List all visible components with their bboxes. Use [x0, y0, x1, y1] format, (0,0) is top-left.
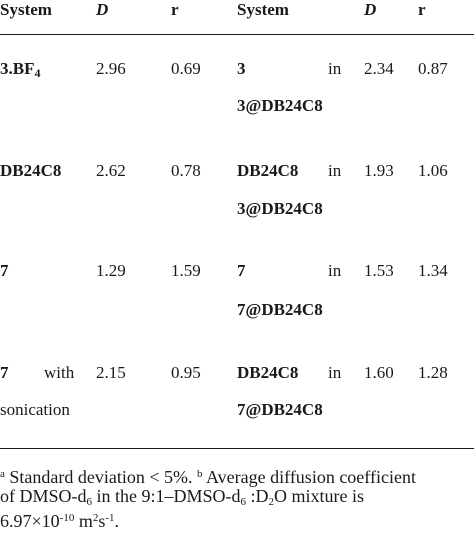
table-row-3-system-right-in: in: [328, 261, 342, 280]
header-system-right: System: [237, 0, 289, 19]
footnote-line-1: a Standard deviation < 5%. b Average dif…: [0, 464, 416, 489]
header-d-right: D: [364, 0, 377, 19]
table-row-2-d-left: 2.62: [96, 161, 126, 180]
table-row-1-d-left: 2.96: [96, 59, 126, 78]
header-r-left: r: [171, 0, 179, 19]
table-row-3-system-right-line2: 7@DB24C8: [237, 300, 323, 319]
footnote-line-3: 6.97×10-10 m2s-1.: [0, 511, 120, 531]
table-row-1-system-left: 3.BF4: [0, 59, 41, 80]
header-rule: [0, 34, 474, 35]
table-row-3-system-left: 7: [0, 261, 9, 280]
table-row-4-system-left-with: with: [44, 363, 75, 382]
table-row-2-system-right-in: in: [328, 161, 342, 180]
footnote-b-text: Average diffusion coefficient: [202, 467, 416, 487]
table-row-2-system-right-line2: 3@DB24C8: [237, 199, 323, 218]
table-row-4-system-right-line2: 7@DB24C8: [237, 400, 323, 419]
table-row-2-system-right-a: DB24C8: [237, 161, 299, 180]
table-row-1-system-right-line2: 3@DB24C8: [237, 96, 323, 115]
footnote-line-2: of DMSO-d6 in the 9:1–DMSO-d6 :D2O mixtu…: [0, 486, 365, 508]
table-row-3-d-right: 1.53: [364, 261, 394, 280]
table-row-3-system-right-a: 7: [237, 261, 246, 280]
header-system-left: System: [0, 0, 52, 19]
table-row-3-r-right: 1.34: [418, 261, 448, 280]
table-row-4-system-right-a: DB24C8: [237, 363, 299, 382]
table-row-4-r-left: 0.95: [171, 363, 201, 382]
table-bottom-rule: [0, 448, 474, 449]
table-row-4-system-right-in: in: [328, 363, 342, 382]
footnote: a Standard deviation < 5%. b Average dif…: [0, 464, 474, 539]
table-row-4-d-left: 2.15: [96, 363, 126, 382]
header-d-left: D: [96, 0, 109, 19]
table-row-1-system-right-in: in: [328, 59, 342, 78]
footnote-a-text: Standard deviation < 5%.: [4, 467, 198, 487]
table-row-2-d-right: 1.93: [364, 161, 394, 180]
table-row-4-d-right: 1.60: [364, 363, 394, 382]
table-row-2-r-right: 1.06: [418, 161, 448, 180]
table-row-4-system-left-line2: sonication: [0, 400, 70, 419]
table-row-1-r-left: 0.69: [171, 59, 201, 78]
footnote-b-mark: b: [197, 468, 203, 480]
table-row-3-d-left: 1.29: [96, 261, 126, 280]
table-row-2-system-left: DB24C8: [0, 161, 62, 180]
table-row-1-d-right: 2.34: [364, 59, 394, 78]
table-row-2-r-left: 0.78: [171, 161, 201, 180]
footnote-a-mark: a: [0, 468, 5, 480]
table-row-1-r-right: 0.87: [418, 59, 448, 78]
header-r-right: r: [418, 0, 426, 19]
table-row-4-system-left-a: 7: [0, 363, 9, 382]
table-row-3-r-left: 1.59: [171, 261, 201, 280]
table-row-1-system-right-a: 3: [237, 59, 246, 78]
table-row-4-r-right: 1.28: [418, 363, 448, 382]
